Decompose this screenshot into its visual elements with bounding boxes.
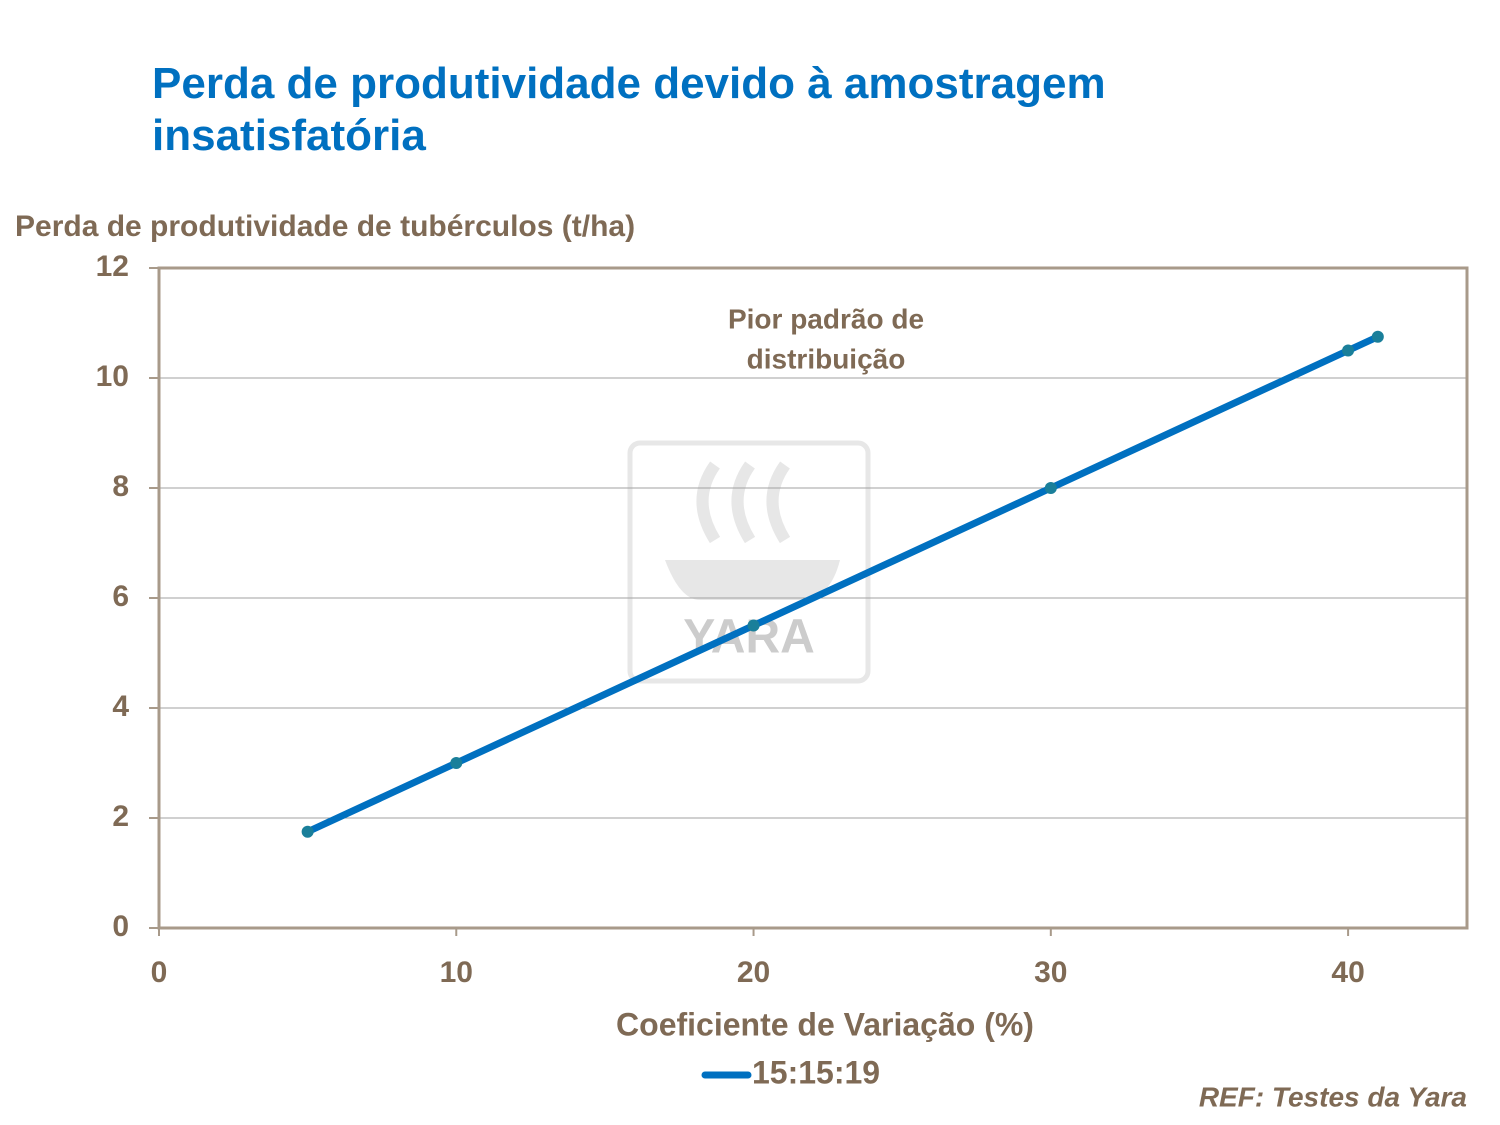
watermark-text: YARA [683,611,815,664]
data-point [747,619,760,632]
data-point [450,757,463,769]
x-tick-label: 30 [1034,956,1067,989]
y-tick-label: 4 [112,690,129,723]
x-tick-label: 20 [737,956,770,989]
y-tick-label: 8 [112,470,129,503]
data-point [1371,330,1384,343]
y-axis-label: Perda de produtividade de tubérculos (t/… [15,210,635,243]
series-line [304,333,1382,836]
legend-label: 15:15:19 [752,1054,880,1090]
data-point [1342,344,1355,357]
y-tick-label: 2 [112,800,129,833]
plot-frame [157,266,1469,930]
x-tick-label: 0 [151,956,168,989]
data-point [1044,482,1057,494]
annotation: distribuição [747,343,906,374]
reference: REF: Testes da Yara [1199,1081,1467,1112]
x-tick-label: 40 [1331,956,1364,989]
y-tick-label: 6 [112,580,129,613]
annotation: Pior padrão de [728,303,924,334]
data-point [301,825,314,838]
y-tick-label: 12 [96,250,129,283]
y-tick-label: 10 [96,360,129,393]
y-tick-label: 0 [112,910,129,943]
x-axis-label: Coeficiente de Variação (%) [616,1006,1034,1042]
x-tick-label: 10 [440,956,473,989]
chart-title: Perda de produtividade devido à amostrag… [152,59,1106,160]
watermark-logo [627,440,871,684]
